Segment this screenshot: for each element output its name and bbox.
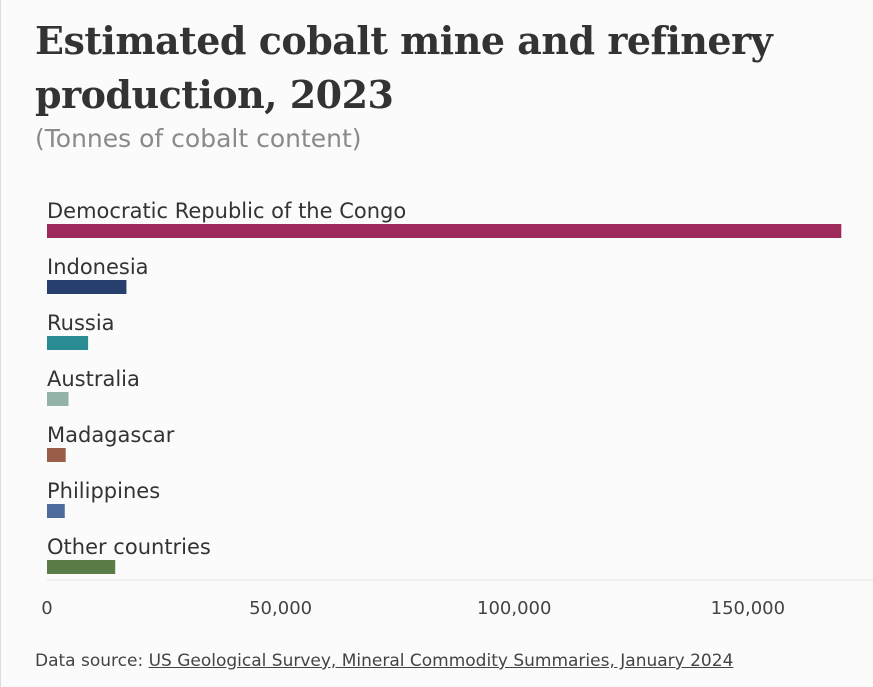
source-link[interactable]: US Geological Survey, Mineral Commodity … [148,651,734,671]
chart-title: Estimated cobalt mine and refinery produ… [35,18,773,117]
x-tick-label: 50,000 [249,598,312,619]
bar [47,448,66,462]
chart-subtitle: (Tonnes of cobalt content) [35,124,362,153]
category-label: Other countries [47,535,211,559]
bar [47,224,842,238]
category-label: Australia [47,367,140,391]
category-label: Indonesia [47,255,149,279]
bar [47,336,89,350]
category-label: Democratic Republic of the Congo [47,199,406,223]
bar [47,280,127,294]
category-label: Russia [47,311,115,335]
x-tick-label: 0 [41,598,52,619]
x-tick-label: 150,000 [711,598,785,619]
x-tick-label: 100,000 [477,598,551,619]
source-prefix: Data source: [35,651,149,671]
bar-chart: Democratic Republic of the Congo Indonesi… [41,199,873,619]
bar [47,392,69,406]
data-source: Data source: US Geological Survey, Miner… [35,651,733,671]
category-label: Philippines [47,479,160,503]
bar [47,504,65,518]
category-label: Madagascar [47,423,175,447]
bar [47,560,116,574]
